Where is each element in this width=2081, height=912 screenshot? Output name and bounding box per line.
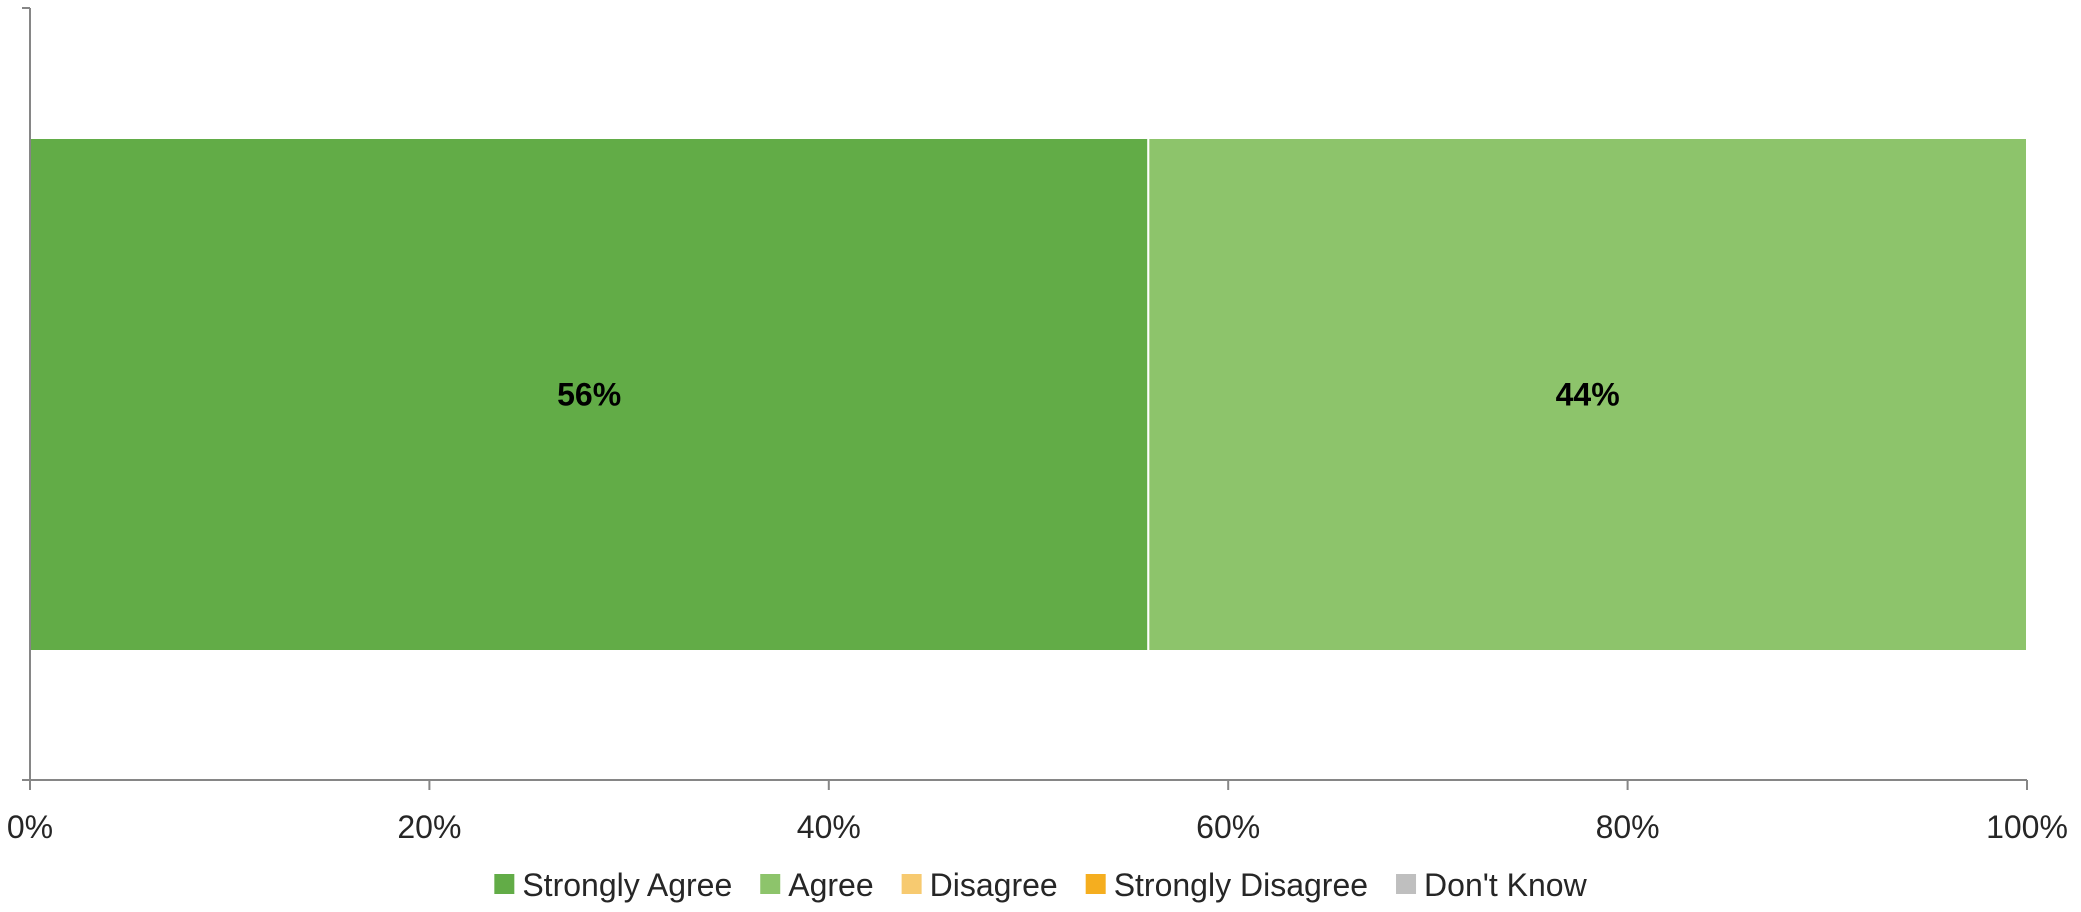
bars-group — [29, 137, 2028, 652]
x-tick-label: 100% — [1986, 809, 2068, 845]
legend-label-agree: Agree — [788, 867, 873, 903]
x-tick-label: 80% — [1596, 809, 1660, 845]
x-tick-label: 20% — [397, 809, 461, 845]
bar-strongly-agree — [29, 137, 1150, 652]
x-tick-label: 60% — [1196, 809, 1260, 845]
legend-swatch-strongly-agree — [494, 874, 515, 894]
data-label-agree: 44% — [1556, 377, 1620, 413]
axes-group — [22, 7, 2027, 781]
data-labels-group: 56% 44% — [557, 377, 1620, 413]
legend-swatch-disagree — [901, 874, 922, 894]
legend-label-strongly-disagree: Strongly Disagree — [1114, 867, 1368, 903]
legend-label-don-t-know: Don't Know — [1424, 867, 1588, 903]
legend-label-strongly-agree: Strongly Agree — [522, 867, 732, 903]
bar-agree — [1147, 137, 2028, 652]
legend-swatch-agree — [760, 874, 781, 894]
x-tick-label: 40% — [797, 809, 861, 845]
x-ticks-group: 0% 20% 40% 60% 80% 100% — [7, 780, 2068, 845]
legend: Strongly Agree Agree Disagree Strongly Disa… — [494, 867, 1588, 903]
x-tick-label: 0% — [7, 809, 53, 845]
legend-swatch-don-t-know — [1396, 874, 1417, 894]
data-label-strongly-agree: 56% — [557, 377, 621, 413]
legend-label-disagree: Disagree — [930, 867, 1058, 903]
legend-swatch-strongly-disagree — [1085, 874, 1106, 894]
